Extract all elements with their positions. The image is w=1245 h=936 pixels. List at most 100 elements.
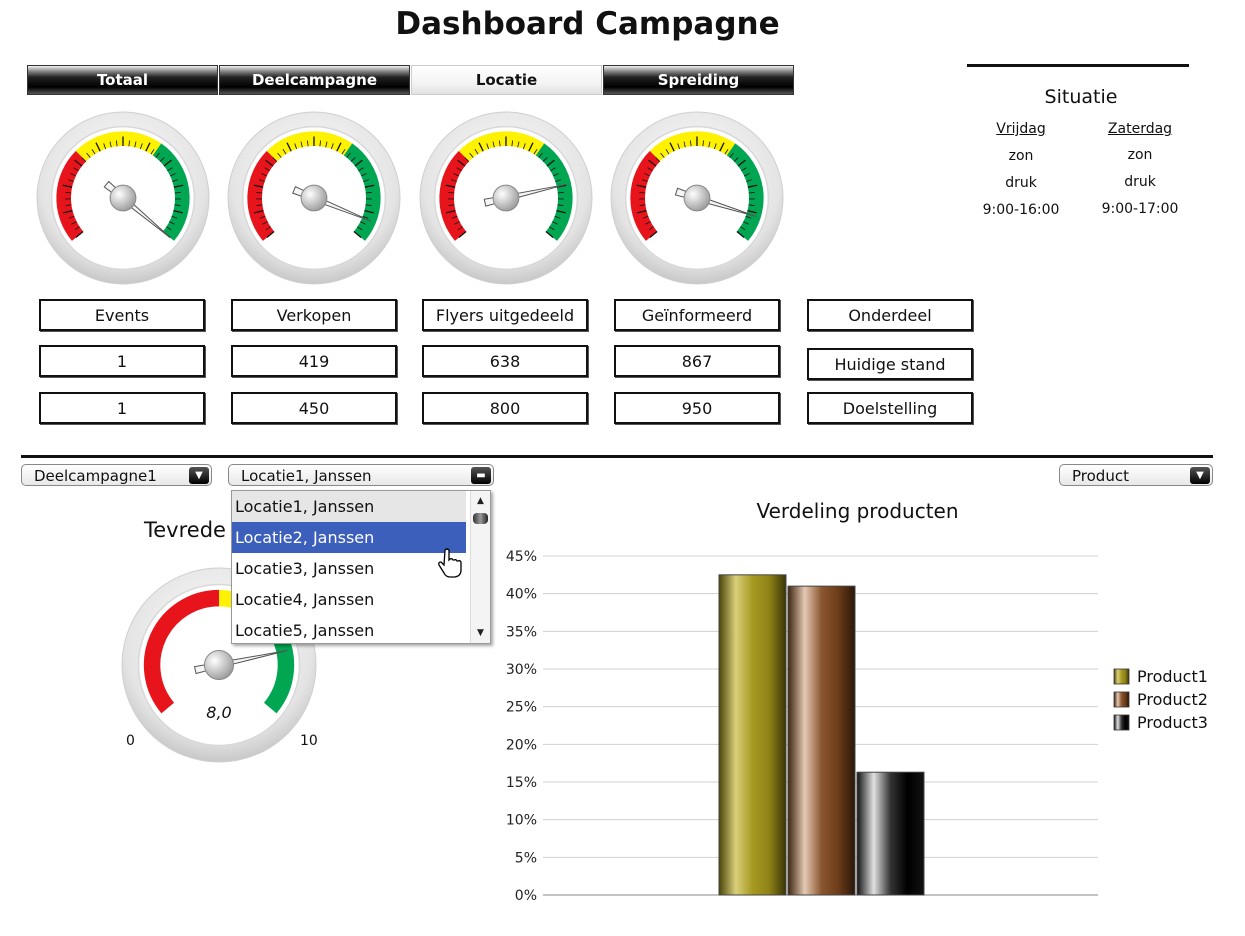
chart-title: Verdeling producten [756, 499, 959, 523]
row-label-doelstelling: Doelstelling [807, 392, 973, 424]
metric-current-geinformeerd: 867 [614, 345, 780, 377]
gauge-ticks [636, 136, 758, 239]
locatie-select[interactable]: Locatie1, Janssen ▬ [228, 464, 494, 486]
gauge-hub [300, 184, 328, 212]
situatie-col-vrijdag: Vrijdag zon druk 9:00-16:00 [966, 121, 1076, 229]
gauge-zone [152, 143, 190, 241]
gauge-ticks [253, 136, 375, 239]
situatie-col-zaterdag: Zaterdag zon druk 9:00-17:00 [1085, 121, 1195, 228]
legend-label: Product2 [1137, 690, 1208, 709]
scroll-down-icon[interactable]: ▼ [477, 628, 484, 638]
scrollbar-thumb[interactable] [473, 513, 488, 524]
gauge-hub [683, 184, 711, 212]
situatie-title: Situatie [1044, 86, 1118, 108]
gauge-zone [143, 589, 220, 714]
metric-current-flyers: 638 [422, 345, 588, 377]
section-divider [21, 455, 1213, 458]
tab-bar: Totaal Deelcampagne Locatie Spreiding [27, 65, 795, 95]
deelcampagne-select-value: Deelcampagne1 [34, 467, 157, 485]
situatie-weather: zon [1127, 147, 1153, 163]
legend-label: Product1 [1137, 667, 1208, 686]
gauge-hub [109, 184, 137, 212]
metric-target-verkopen: 450 [231, 392, 397, 424]
satisfaction-value: 8,0 [206, 703, 232, 722]
y-tick-label: 5% [515, 850, 537, 866]
situatie-crowd: druk [1124, 174, 1156, 190]
verkopen-gauge [226, 110, 402, 286]
metric-header-geinformeerd: Geïnformeerd [614, 299, 780, 331]
legend-swatch [1113, 691, 1130, 708]
locatie-select-value: Locatie1, Janssen [241, 467, 372, 485]
dropdown-scrollbar[interactable]: ▲ ▼ [470, 491, 490, 643]
bar-product1 [718, 574, 787, 896]
chevron-down-icon[interactable]: ▼ [1190, 467, 1210, 484]
bar-product3 [856, 771, 925, 896]
y-tick-label: 30% [506, 662, 537, 678]
locatie-option-5[interactable]: Locatie5, Janssen [235, 621, 375, 640]
chevron-down-icon[interactable]: ▬ [471, 467, 491, 484]
locatie-option-4[interactable]: Locatie4, Janssen [235, 590, 375, 609]
chevron-down-icon[interactable]: ▼ [189, 467, 209, 484]
gauge-zone [343, 143, 381, 241]
satisfaction-min-label: 0 [126, 733, 135, 749]
situatie-crowd: druk [1005, 175, 1037, 191]
legend-label: Product3 [1137, 713, 1208, 732]
y-tick-label: 25% [506, 700, 537, 716]
situatie-day: Vrijdag [996, 121, 1046, 137]
gauge-zone [630, 150, 661, 241]
satisfaction-gauge [120, 566, 318, 764]
y-tick-label: 40% [506, 587, 537, 603]
gauge-ticks [62, 136, 184, 239]
gauge-zone [247, 150, 278, 241]
situatie-hours: 9:00-17:00 [1101, 201, 1179, 217]
metric-target-flyers: 800 [422, 392, 588, 424]
flyers-gauge [418, 110, 594, 286]
metric-header-verkopen: Verkopen [231, 299, 397, 331]
gauge-zone [439, 150, 470, 241]
tab-spreiding[interactable]: Spreiding [603, 65, 794, 95]
gauge-hub [492, 184, 520, 212]
events-gauge [35, 110, 211, 286]
geinformeerd-gauge [609, 110, 785, 286]
situatie-day: Zaterdag [1107, 121, 1173, 137]
product-select-value: Product [1072, 467, 1129, 485]
satisfaction-title: Tevrede [144, 518, 226, 542]
y-tick-label: 10% [506, 813, 537, 829]
y-tick-label: 15% [506, 775, 537, 791]
metric-target-geinformeerd: 950 [614, 392, 780, 424]
y-tick-label: 35% [506, 624, 537, 640]
product-select[interactable]: Product ▼ [1059, 464, 1213, 486]
metric-current-verkopen: 419 [231, 345, 397, 377]
situatie-weather: zon [1008, 148, 1034, 164]
hand-cursor-icon [438, 548, 462, 578]
deelcampagne-select[interactable]: Deelcampagne1 ▼ [21, 464, 212, 486]
legend-swatch [1113, 714, 1130, 731]
metric-header-flyers: Flyers uitgedeeld [422, 299, 588, 331]
scroll-up-icon[interactable]: ▲ [477, 496, 484, 506]
gauge-ticks [445, 136, 567, 239]
gauge-zone [56, 150, 87, 241]
gauge-hub [203, 649, 235, 681]
situatie-hours: 9:00-16:00 [982, 202, 1060, 218]
locatie-option-2[interactable]: Locatie2, Janssen [232, 522, 466, 553]
metric-header-events: Events [39, 299, 205, 331]
satisfaction-max-label: 10 [300, 733, 318, 749]
tab-totaal[interactable]: Totaal [27, 65, 218, 95]
situatie-divider [967, 64, 1189, 67]
product-bar-chart: 0% 5% 10% 15% 20% 25% 30% 35% 40% 45% Product1 Prod… [506, 549, 1208, 904]
metric-current-events: 1 [39, 345, 205, 377]
gauge-zone [726, 143, 764, 241]
bar-product2 [787, 585, 856, 896]
locatie-option-1[interactable]: Locatie1, Janssen [232, 491, 466, 522]
gauge-zone [535, 143, 573, 241]
tab-locatie[interactable]: Locatie [411, 65, 602, 95]
locatie-option-3[interactable]: Locatie3, Janssen [235, 559, 375, 578]
y-tick-label: 45% [506, 549, 537, 565]
y-tick-label: 0% [515, 888, 537, 904]
tab-deelcampagne[interactable]: Deelcampagne [219, 65, 410, 95]
metric-target-events: 1 [39, 392, 205, 424]
legend-swatch [1113, 668, 1130, 685]
y-tick-label: 20% [506, 737, 537, 753]
row-label-huidige-stand: Huidige stand [807, 348, 973, 380]
page-title: Dashboard Campagne [395, 6, 780, 42]
